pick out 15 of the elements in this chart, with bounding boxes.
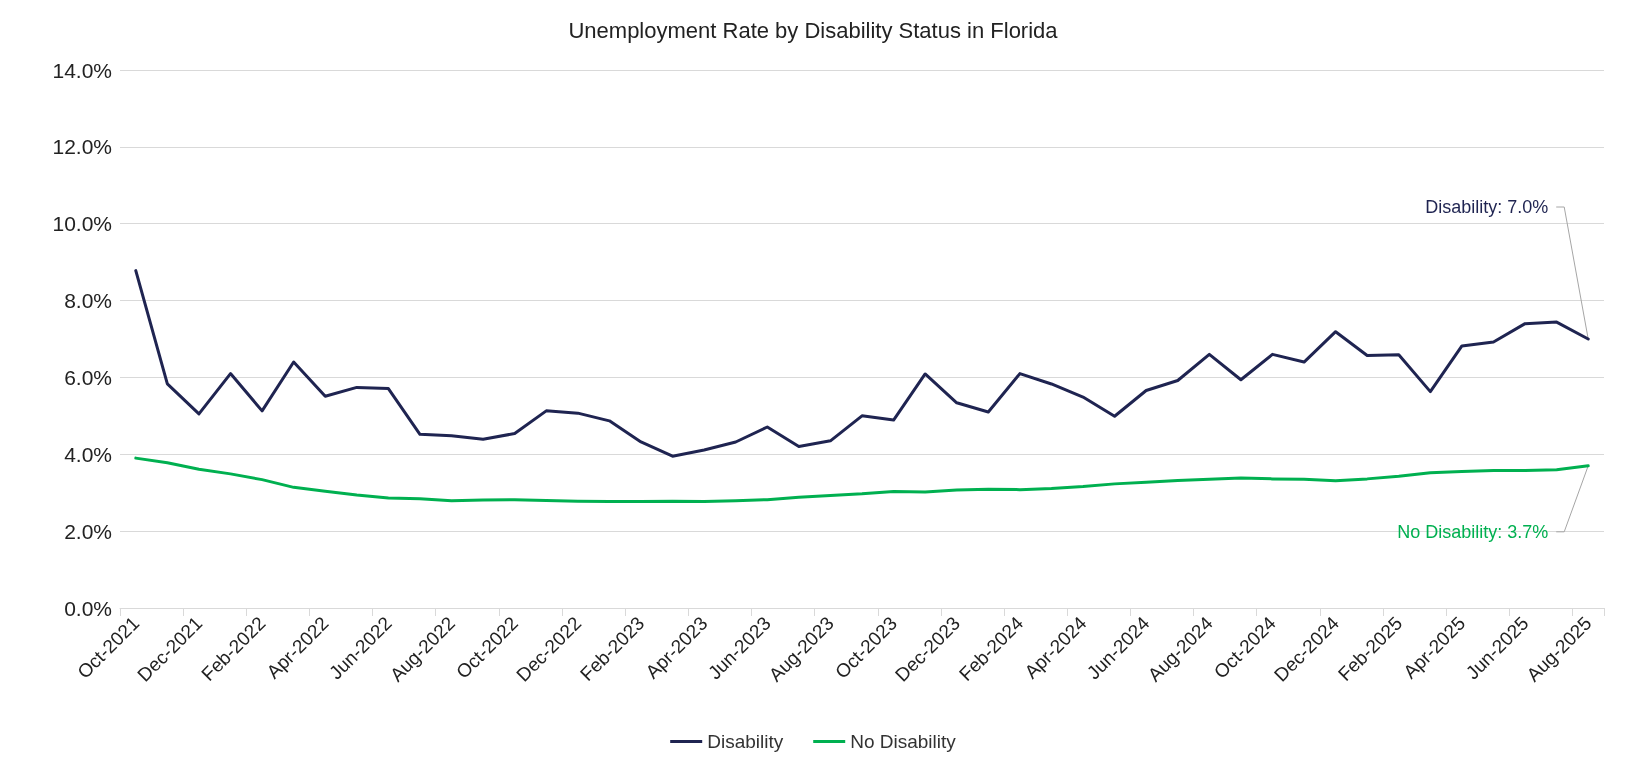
y-tick-label: 0.0% (64, 596, 112, 620)
y-tick-label: 2.0% (64, 519, 112, 543)
y-tick-label: 4.0% (64, 442, 112, 466)
y-tick-label: 10.0% (52, 212, 112, 236)
annotation: Disability: 7.0% (1425, 197, 1549, 217)
y-tick-label: 12.0% (52, 135, 112, 159)
legend-label: Disability (707, 731, 784, 752)
line-series (134, 269, 1590, 458)
annotation: No Disability: 3.7% (1397, 521, 1549, 542)
line-series (134, 456, 1590, 504)
chart-title: Unemployment Rate by Disability Status in Florida (568, 17, 1059, 43)
y-tick-label: 14.0% (52, 58, 112, 82)
legend-label: No Disability (850, 731, 957, 752)
y-tick-label: 6.0% (64, 365, 112, 389)
y-tick-label: 8.0% (64, 289, 112, 313)
